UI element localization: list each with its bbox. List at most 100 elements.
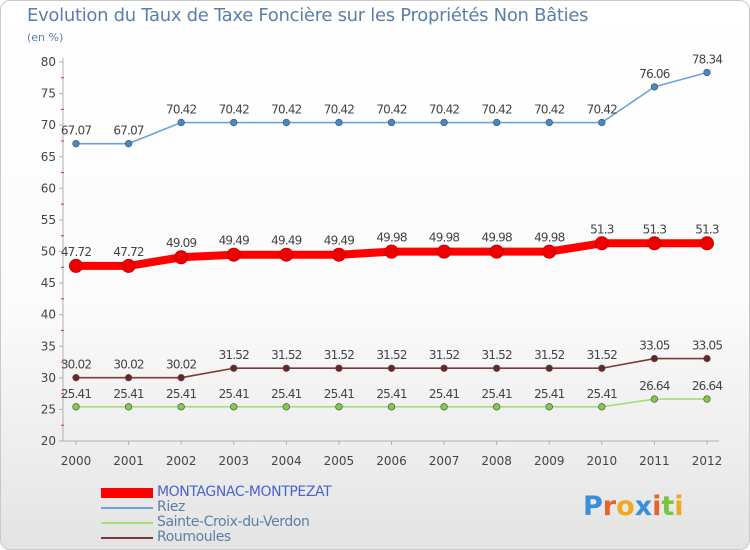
data-label: 49.09 — [166, 236, 197, 250]
data-label: 25.41 — [534, 387, 565, 401]
data-label: 30.02 — [166, 358, 197, 372]
y-tick-label: 75 — [41, 87, 56, 101]
x-tick-label: 2007 — [429, 454, 460, 468]
data-label: 25.41 — [587, 387, 618, 401]
logo-letter: t — [661, 491, 675, 522]
y-tick-label: 45 — [41, 276, 56, 290]
data-label: 49.49 — [324, 234, 355, 248]
y-tick-label: 55 — [41, 213, 56, 227]
x-tick-label: 2004 — [271, 454, 302, 468]
data-point — [703, 354, 711, 363]
data-point — [72, 374, 80, 382]
x-tick-label: 2012 — [692, 454, 723, 468]
legend-swatch — [101, 537, 153, 539]
data-label: 31.52 — [324, 348, 355, 362]
data-label: 31.52 — [534, 348, 565, 362]
data-label: 26.64 — [639, 379, 670, 393]
data-point — [124, 403, 133, 411]
data-label: 31.52 — [271, 348, 302, 362]
data-label: 31.52 — [376, 348, 407, 362]
legend-label: Sainte-Croix-du-Verdon — [157, 514, 310, 530]
data-point — [437, 244, 452, 259]
y-axis-unit-label: (en %) — [27, 31, 64, 44]
data-label: 70.42 — [324, 103, 355, 117]
data-point — [493, 364, 501, 372]
data-label: 70.42 — [429, 103, 460, 117]
legend-item: Roumoules — [101, 530, 331, 545]
data-point — [384, 244, 399, 259]
data-point — [177, 374, 185, 382]
logo-letter: x — [634, 491, 653, 522]
proxiti-logo: Proxiti — [583, 491, 684, 522]
data-point — [282, 118, 290, 127]
data-point — [650, 354, 659, 363]
data-label: 49.98 — [481, 231, 512, 245]
data-point — [598, 403, 606, 411]
data-point — [124, 140, 133, 148]
y-tick-label: 20 — [41, 434, 56, 448]
data-label: 78.34 — [692, 52, 723, 66]
legend-swatch — [101, 522, 153, 524]
data-point — [542, 244, 557, 259]
logo-letter: P — [583, 491, 603, 522]
data-point — [230, 403, 238, 411]
data-point — [335, 364, 343, 372]
y-tick-label: 35 — [41, 339, 56, 353]
data-point — [598, 118, 606, 127]
data-point — [387, 403, 396, 411]
legend-label: MONTAGNAC-MONTPEZAT — [157, 484, 332, 500]
data-label: 49.49 — [271, 234, 302, 248]
y-tick-label: 50 — [41, 245, 56, 259]
data-point — [72, 403, 80, 411]
y-tick-label: 40 — [41, 308, 56, 322]
data-point — [282, 364, 290, 372]
chart-legend: MONTAGNAC-MONTPEZAT Riez Sainte-Croix-du-V… — [101, 484, 332, 545]
data-label: 31.52 — [587, 348, 618, 362]
x-tick-label: 2002 — [166, 454, 197, 468]
data-label: 49.49 — [219, 234, 250, 248]
data-point — [335, 118, 343, 127]
y-tick-label: 60 — [41, 181, 56, 195]
data-label: 30.02 — [61, 358, 92, 372]
data-point — [177, 118, 185, 127]
x-tick-label: 2003 — [218, 454, 249, 468]
data-point — [594, 236, 609, 251]
data-label: 25.41 — [376, 387, 407, 401]
legend-label: Roumoules — [157, 529, 231, 545]
data-label: 51.3 — [695, 222, 719, 236]
x-tick-label: 2010 — [587, 454, 618, 468]
x-tick-label: 2011 — [639, 454, 670, 468]
data-label: 70.42 — [534, 103, 565, 117]
x-tick-label: 2000 — [61, 454, 92, 468]
x-tick-label: 2009 — [534, 454, 565, 468]
data-point — [387, 364, 396, 372]
data-label: 26.64 — [692, 379, 723, 393]
data-point — [440, 364, 448, 372]
data-label: 47.72 — [113, 245, 144, 259]
data-point — [700, 236, 714, 251]
chart-title: Evolution du Taux de Taxe Foncière sur l… — [27, 5, 589, 26]
data-label: 31.52 — [429, 348, 460, 362]
data-label: 49.98 — [534, 231, 565, 245]
data-label: 30.02 — [113, 358, 144, 372]
x-tick-label: 2005 — [324, 454, 355, 468]
y-tick-label: 80 — [41, 55, 56, 69]
logo-letter: r — [602, 491, 617, 522]
data-point — [650, 83, 659, 91]
legend-label: Riez — [157, 499, 185, 515]
data-label: 76.06 — [639, 67, 670, 81]
data-point — [72, 140, 80, 148]
data-point — [279, 247, 294, 262]
data-label: 70.42 — [376, 103, 407, 117]
data-point — [647, 236, 662, 251]
data-point — [489, 244, 504, 259]
series-roumoules: 30.02 30.02 30.02 31.52 31.52 31.52 31.52 31.52… — [61, 339, 723, 382]
series-riez: 67.07 67.07 70.42 70.42 70.42 70.42 70.42 70.42… — [61, 52, 723, 148]
data-point — [124, 374, 133, 382]
x-tick-label: 2001 — [113, 454, 144, 468]
data-label: 67.07 — [113, 124, 144, 138]
data-label: 25.41 — [219, 387, 250, 401]
data-label: 47.72 — [61, 245, 92, 259]
